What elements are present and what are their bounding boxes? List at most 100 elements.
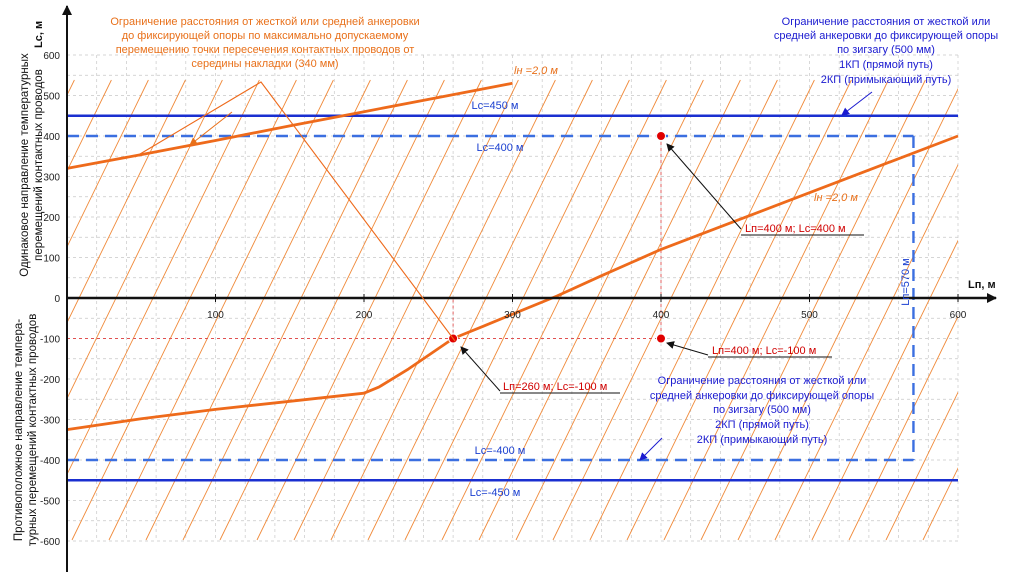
hatch-line (478, 79, 704, 541)
y-tick-label: -100 (40, 335, 60, 346)
label-lc-400: Lс=400 м (476, 142, 523, 154)
hatch-line (67, 79, 260, 476)
hatch-line (67, 79, 186, 324)
annotation-orange-line-2: до фиксирующей опоры по максимально допу… (122, 30, 409, 42)
hatch-line (589, 79, 815, 541)
series-line-1 (66, 134, 959, 431)
x-tick-label: 200 (356, 310, 373, 321)
hatch-line (774, 163, 958, 541)
data-point-1 (656, 333, 666, 344)
annotation-blue-upper-line-3: по зигзагу (500 мм) (837, 44, 935, 56)
hatch-line (997, 80, 1024, 540)
hatch-line (293, 79, 519, 541)
lower-side-title: Противоположное направление темпера- тур… (13, 314, 39, 547)
hatch-line (848, 315, 958, 541)
y-tick-label: 400 (43, 132, 60, 143)
x-tick-label: 300 (504, 310, 521, 321)
y-tick-label: 600 (43, 51, 60, 62)
hatch-line (182, 79, 408, 541)
annotation-blue-lower-line-1: Ограничение расстояния от жесткой или (658, 375, 867, 387)
label-lc-minus-400: Lс=-400 м (475, 445, 526, 457)
hatch-line (515, 79, 741, 541)
point-label-400-400: Lп=400 м; Lс=400 м (666, 143, 864, 236)
upper-side-title-line-2: перемещений контактных проводов (33, 69, 45, 261)
y-tick-label: 500 (43, 92, 60, 103)
hatch-line (330, 79, 556, 541)
annotation-blue-upper-line-4: 1КП (прямой путь) (839, 59, 933, 71)
y-tick-label: 0 (54, 294, 60, 305)
annotation-blue-upper-line-1: Ограничение расстояния от жесткой или (782, 16, 991, 28)
hatch-line (67, 79, 149, 248)
x-tick-label: 500 (801, 310, 818, 321)
point-label-text-260-minus100: Lп=260 м; Lс=-100 м (503, 381, 607, 393)
lower-side-title-line-2: турных перемещений контактных проводов (27, 314, 39, 547)
x-axis-title: Lп, м (968, 279, 996, 291)
point-label-text-400-minus100: Lп=400 м; Lс=-100 м (712, 345, 816, 357)
hatch-line (367, 79, 593, 541)
point-leader-260-minus100 (460, 346, 501, 392)
x-tick-label: 600 (950, 310, 967, 321)
annotation-blue-lower-line-3: по зигзагу (500 мм) (713, 404, 811, 416)
label-lh-upper: lн =2,0 м (514, 65, 558, 77)
blue-upper-annotation-arrow (841, 91, 873, 116)
label-lp-570: Lп=570 м (900, 258, 912, 305)
data-point-0 (656, 131, 666, 141)
annotation-blue-lower: Ограничение расстояния от жесткой или ср… (650, 375, 874, 446)
y-tick-label: -600 (40, 537, 60, 548)
hatch-line (552, 79, 778, 541)
y-tick-label: -500 (40, 497, 60, 508)
hatch-line (663, 79, 889, 541)
hatch-region (67, 79, 1024, 541)
y-tick-label: -400 (40, 456, 60, 467)
point-label-text-400-400: Lп=400 м; Lс=400 м (745, 223, 846, 235)
y-tick-label: -200 (40, 375, 60, 386)
tick-labels: 100 200 300 400 500 600 -600 -500 -400 -300 -200 -1… (40, 51, 967, 548)
reference-lines (67, 114, 958, 482)
hatch-line (256, 79, 482, 541)
hatch-line (219, 79, 445, 541)
annotation-orange-line-1: Ограничение расстояния от жесткой или ср… (110, 16, 419, 28)
point-leader-400-400 (666, 143, 742, 230)
point-label-400-minus100: Lп=400 м; Lс=-100 м (666, 341, 832, 358)
hatch-line (67, 79, 112, 173)
hatch-line (922, 467, 958, 541)
annotation-blue-lower-line-5: 2КП (примыкающий путь) (697, 434, 828, 446)
blue-lower-annotation-arrow (639, 437, 663, 461)
orange-triangle-limit (134, 81, 456, 342)
axes (62, 5, 997, 572)
label-lc-minus-450: Lс=-450 м (470, 487, 521, 499)
annotation-blue-upper-line-5: 2КП (примыкающий путь) (821, 74, 952, 86)
upper-side-title: Одинаковое направление температурных пер… (19, 53, 45, 277)
y-tick-label: 300 (43, 173, 60, 184)
hatch-line (441, 79, 667, 541)
hatch-line (626, 79, 852, 541)
y-tick-label: -300 (40, 416, 60, 427)
orange-annotation-arrow (189, 111, 233, 146)
hatch-line (404, 79, 630, 541)
hatch-line (960, 80, 1024, 540)
hatch-line (737, 87, 958, 541)
x-tick-label: 100 (207, 310, 224, 321)
y-tick-label: 100 (43, 254, 60, 265)
upper-side-title-line-1: Одинаковое направление температурных (19, 53, 31, 277)
hatch-line (71, 79, 297, 541)
annotation-orange-line-3: перемещению точки пересечения контактных… (116, 44, 415, 56)
hatch-line (108, 79, 334, 541)
x-tick-label: 400 (653, 310, 670, 321)
point-label-260-minus100: Lп=260 м; Lс=-100 м (460, 346, 620, 394)
hatch-line (811, 239, 958, 541)
annotation-orange-limit: Ограничение расстояния от жесткой или ср… (110, 16, 419, 70)
label-lh-lower: lн =2,0 м (814, 192, 858, 204)
hatch-line (700, 79, 926, 541)
hatch-line (145, 79, 371, 541)
hatch-line (67, 79, 223, 400)
annotation-blue-lower-line-4: 2КП (прямой путь) (715, 419, 809, 431)
y-tick-label: 200 (43, 213, 60, 224)
label-lc-450: Lс=450 м (471, 100, 518, 112)
y-axis-title: Lс, м (33, 21, 45, 48)
annotation-blue-upper-line-2: средней анкеровки до фиксирующей опоры (774, 30, 998, 42)
hatch-line (885, 391, 958, 541)
annotation-orange-line-4: середины накладки (340 мм) (191, 58, 338, 70)
series-lines (66, 81, 959, 431)
